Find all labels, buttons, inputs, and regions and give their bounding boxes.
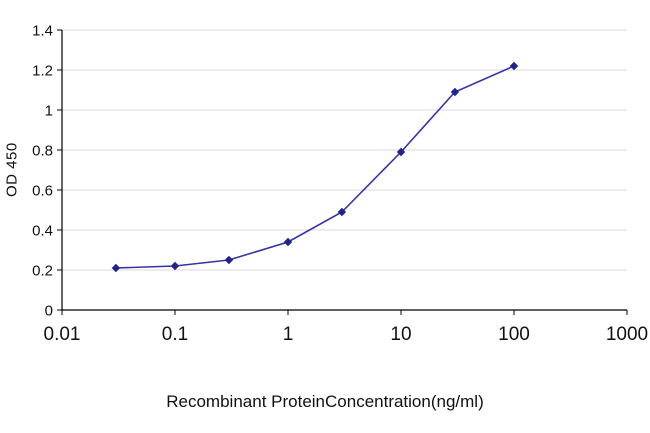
data-point-marker [337, 207, 347, 217]
x-tick-label: 0.1 [162, 324, 188, 345]
y-tick-label: 0.2 [32, 262, 53, 279]
y-tick-label: 1.4 [32, 22, 53, 39]
y-tick-label: 0 [45, 302, 53, 319]
data-point-marker [170, 261, 180, 271]
data-point-marker [509, 61, 519, 71]
data-point-marker [224, 255, 234, 265]
y-tick-label: 1.2 [32, 62, 53, 79]
y-axis-label: OD 450 [3, 142, 21, 198]
y-tick-label: 0.6 [32, 182, 53, 199]
y-tick-label: 0.8 [32, 142, 53, 159]
data-point-marker [396, 147, 406, 157]
data-point-marker [450, 87, 460, 97]
x-tick-label: 1000 [606, 324, 648, 345]
data-point-marker [283, 237, 293, 247]
y-tick-label: 0.4 [32, 222, 53, 239]
data-line [115, 65, 515, 269]
x-axis-label: Recombinant ProteinConcentration(ng/ml) [166, 392, 484, 411]
y-tick-label: 1 [45, 102, 53, 119]
x-tick-label: 0.01 [44, 324, 81, 345]
x-tick-label: 1 [283, 324, 294, 345]
data-point-marker [111, 263, 121, 273]
x-tick-label: 10 [390, 324, 411, 345]
x-tick-label: 100 [498, 324, 530, 345]
